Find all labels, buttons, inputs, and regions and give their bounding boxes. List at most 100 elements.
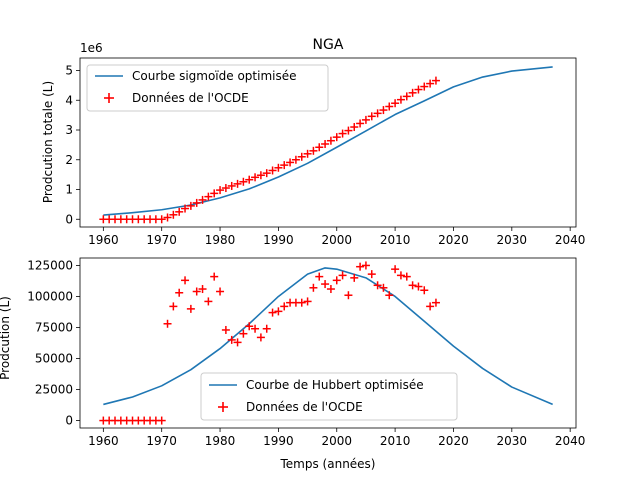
chart-bottom-y-tick-label: 25000 (35, 383, 73, 397)
chart-top-data-point (291, 155, 300, 164)
chart-bottom-data-point (391, 265, 400, 274)
chart-top-x-tick-label: 1960 (88, 233, 119, 247)
chart-bottom-data-point (379, 283, 388, 292)
chart-bottom-data-point (256, 333, 265, 342)
chart-top-data-point (169, 210, 178, 219)
chart-bottom-data-point (268, 308, 277, 317)
chart-top-y-tick-label: 1 (65, 183, 73, 197)
chart-bottom-data-point (245, 322, 254, 331)
chart-top-data-point (210, 189, 219, 198)
chart-top: NGA 1e6 Prodcution totale (L) 1960 1970 19… (41, 37, 585, 247)
chart-top-data-point (227, 181, 236, 190)
chart-bottom-series (99, 261, 553, 425)
chart-top-data-point (321, 139, 330, 148)
chart-top-data-point (385, 102, 394, 111)
chart-top-data-point (216, 186, 225, 195)
chart-top-y-tick-label: 3 (65, 123, 73, 137)
chart-top-data-point (251, 173, 260, 182)
chart-bottom-legend-marker-swatch (218, 402, 228, 412)
chart-bottom-data-point (326, 285, 335, 294)
chart-top-data-point (262, 169, 271, 178)
chart-top-x-tick-label: 2040 (555, 233, 586, 247)
chart-top-data-point (157, 215, 166, 224)
chart-top-x-tick-label: 1980 (205, 233, 236, 247)
chart-bottom-data-point (163, 319, 172, 328)
chart-top-data-point (402, 92, 411, 101)
chart-bottom-x-tick-label: 2040 (555, 434, 586, 448)
chart-bottom-frame (79, 257, 577, 429)
chart-bottom-data-point (192, 287, 201, 296)
chart-bottom-data-point (321, 280, 330, 289)
chart-bottom-data-point (373, 281, 382, 290)
chart-bottom-data-point (361, 261, 370, 270)
chart-bottom-x-tick-label: 1960 (88, 434, 119, 448)
chart-top-legend-marker-swatch (104, 93, 114, 103)
chart-top-data-point (256, 171, 265, 180)
chart-top-data-point (332, 133, 341, 142)
chart-top-x-tick-label: 1970 (146, 233, 177, 247)
chart-top-series (99, 66, 553, 224)
chart-top-legend-curve-label: Courbe sigmoïde optimisée (132, 69, 297, 83)
chart-top-data-point (326, 136, 335, 145)
chart-bottom-data-point (181, 276, 190, 285)
chart-bottom-data-point (221, 325, 230, 334)
chart-top-y-tick-label: 5 (65, 63, 73, 77)
chart-top-data-point (356, 119, 365, 128)
chart-top-data-point (396, 95, 405, 104)
chart-bottom-data-point (274, 307, 283, 316)
chart-bottom-x-tick-label: 1970 (146, 434, 177, 448)
chart-top-x-tick-label: 2020 (438, 233, 469, 247)
chart-bottom-data-point (350, 273, 359, 282)
chart-bottom: Prodcution (L) Temps (années) 1960 1970 19… (0, 257, 585, 471)
chart-bottom-data-point (344, 291, 353, 300)
chart-bottom-data-point (332, 276, 341, 285)
chart-top-y-tick-label: 4 (65, 93, 73, 107)
chart-top-data-point (367, 112, 376, 121)
chart-bottom-data-point (169, 302, 178, 311)
chart-bottom-data-point (175, 288, 184, 297)
chart-top-data-point (373, 109, 382, 118)
chart-top-data-point (239, 177, 248, 186)
chart-top-data-point (245, 175, 254, 184)
chart-top-data-point (391, 99, 400, 108)
chart-bottom-x-tick-label: 2020 (438, 434, 469, 448)
chart-bottom-ylabel: Prodcution (L) (0, 296, 12, 380)
chart-bottom-y-tick-label: 75000 (35, 320, 73, 334)
chart-bottom-x-tick-label: 2010 (380, 434, 411, 448)
chart-top-data-point (338, 129, 347, 138)
chart-bottom-data-point (367, 270, 376, 279)
chart-bottom-data-point (204, 297, 213, 306)
chart-top-x-tick-label: 2000 (321, 233, 352, 247)
chart-bottom-data-point (309, 283, 318, 292)
chart-top-data-point (175, 207, 184, 216)
chart-top-title: NGA (313, 37, 344, 53)
chart-bottom-y-tick-label: 0 (65, 414, 73, 428)
chart-top-data-point (221, 184, 230, 193)
chart-top-data-point (309, 146, 318, 155)
chart-top-legend-box (86, 64, 329, 112)
chart-bottom-x-tick-label: 2030 (497, 434, 528, 448)
chart-bottom-data-point (420, 286, 429, 295)
chart-top-ylabel: Prodcution totale (L) (41, 81, 55, 203)
chart-bottom-ticks: 1960 1970 1980 1990 2000 2010 2020 2030 2040 0 250… (27, 258, 585, 448)
chart-top-data-point (198, 195, 207, 204)
chart-top-x-tick-label: 1990 (263, 233, 294, 247)
chart-top-data-point (303, 149, 312, 158)
chart-bottom-legend-box (200, 372, 458, 421)
chart-bottom-data-point (303, 297, 312, 306)
chart-top-y-tick-label: 2 (65, 153, 73, 167)
chart-bottom-xlabel: Temps (années) (280, 457, 376, 471)
chart-top-scale-label: 1e6 (80, 41, 103, 55)
chart-top-ticks: 1960 1970 1980 1990 2000 2010 2020 2030 2040 0 1 2 3… (65, 63, 585, 247)
chart-top-y-tick-label: 0 (65, 212, 73, 226)
chart-bottom-data-point (356, 262, 365, 271)
chart-bottom-data-point (262, 324, 271, 333)
chart-bottom-data-point (157, 416, 166, 425)
chart-top-data-point (186, 201, 195, 210)
chart-top-x-tick-label: 2030 (497, 233, 528, 247)
chart-bottom-data-point (233, 338, 242, 347)
chart-top-x-tick-label: 2010 (380, 233, 411, 247)
chart-bottom-data-point (280, 302, 289, 311)
chart-bottom-data-point (198, 285, 207, 294)
chart-top-data-point (344, 126, 353, 135)
